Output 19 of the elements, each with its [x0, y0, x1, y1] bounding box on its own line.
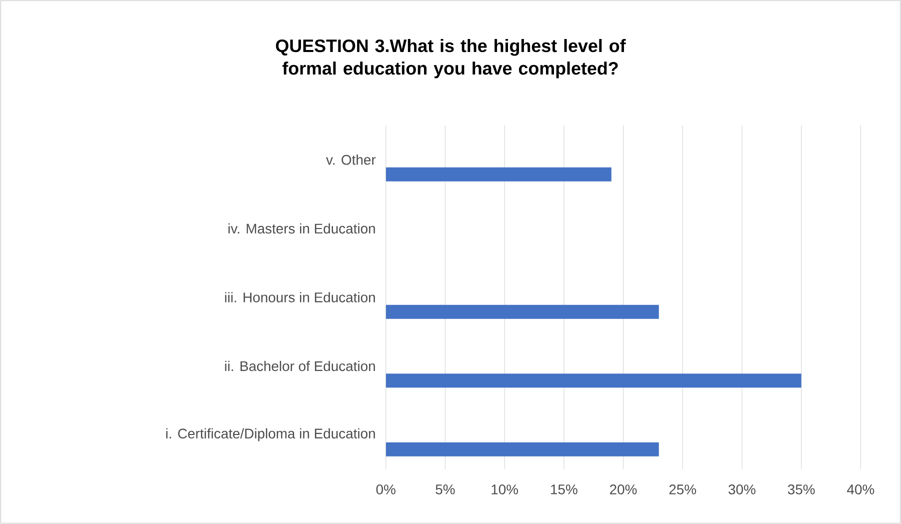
x-tick-label: 35%: [788, 484, 815, 494]
y-tick-label: iv. Masters in Education: [228, 223, 375, 234]
x-tick-label: 0%: [376, 484, 396, 494]
x-tick-label: 25%: [669, 484, 696, 494]
x-tick-label: 20%: [610, 484, 637, 494]
y-tick-label: i. Certificate/Diploma in Education: [166, 428, 375, 442]
bar: [386, 304, 659, 319]
x-tick-label: 5%: [436, 484, 455, 494]
x-tick-label: 10%: [492, 484, 518, 494]
bar: [386, 167, 612, 182]
x-tick-label: 15%: [551, 484, 578, 494]
y-tick-label: ii. Bachelor of Education: [225, 360, 375, 372]
bar: [386, 442, 659, 457]
y-tick-label: iii. Honours in Education: [225, 292, 375, 302]
x-tick-label: 40%: [847, 484, 874, 494]
bar: [386, 374, 802, 388]
y-tick-label: v. Other: [326, 154, 376, 165]
chart-title: QUESTION 3.What is the highest level of formal education you have completed?: [276, 39, 626, 78]
x-tick-label: 30%: [728, 484, 756, 494]
